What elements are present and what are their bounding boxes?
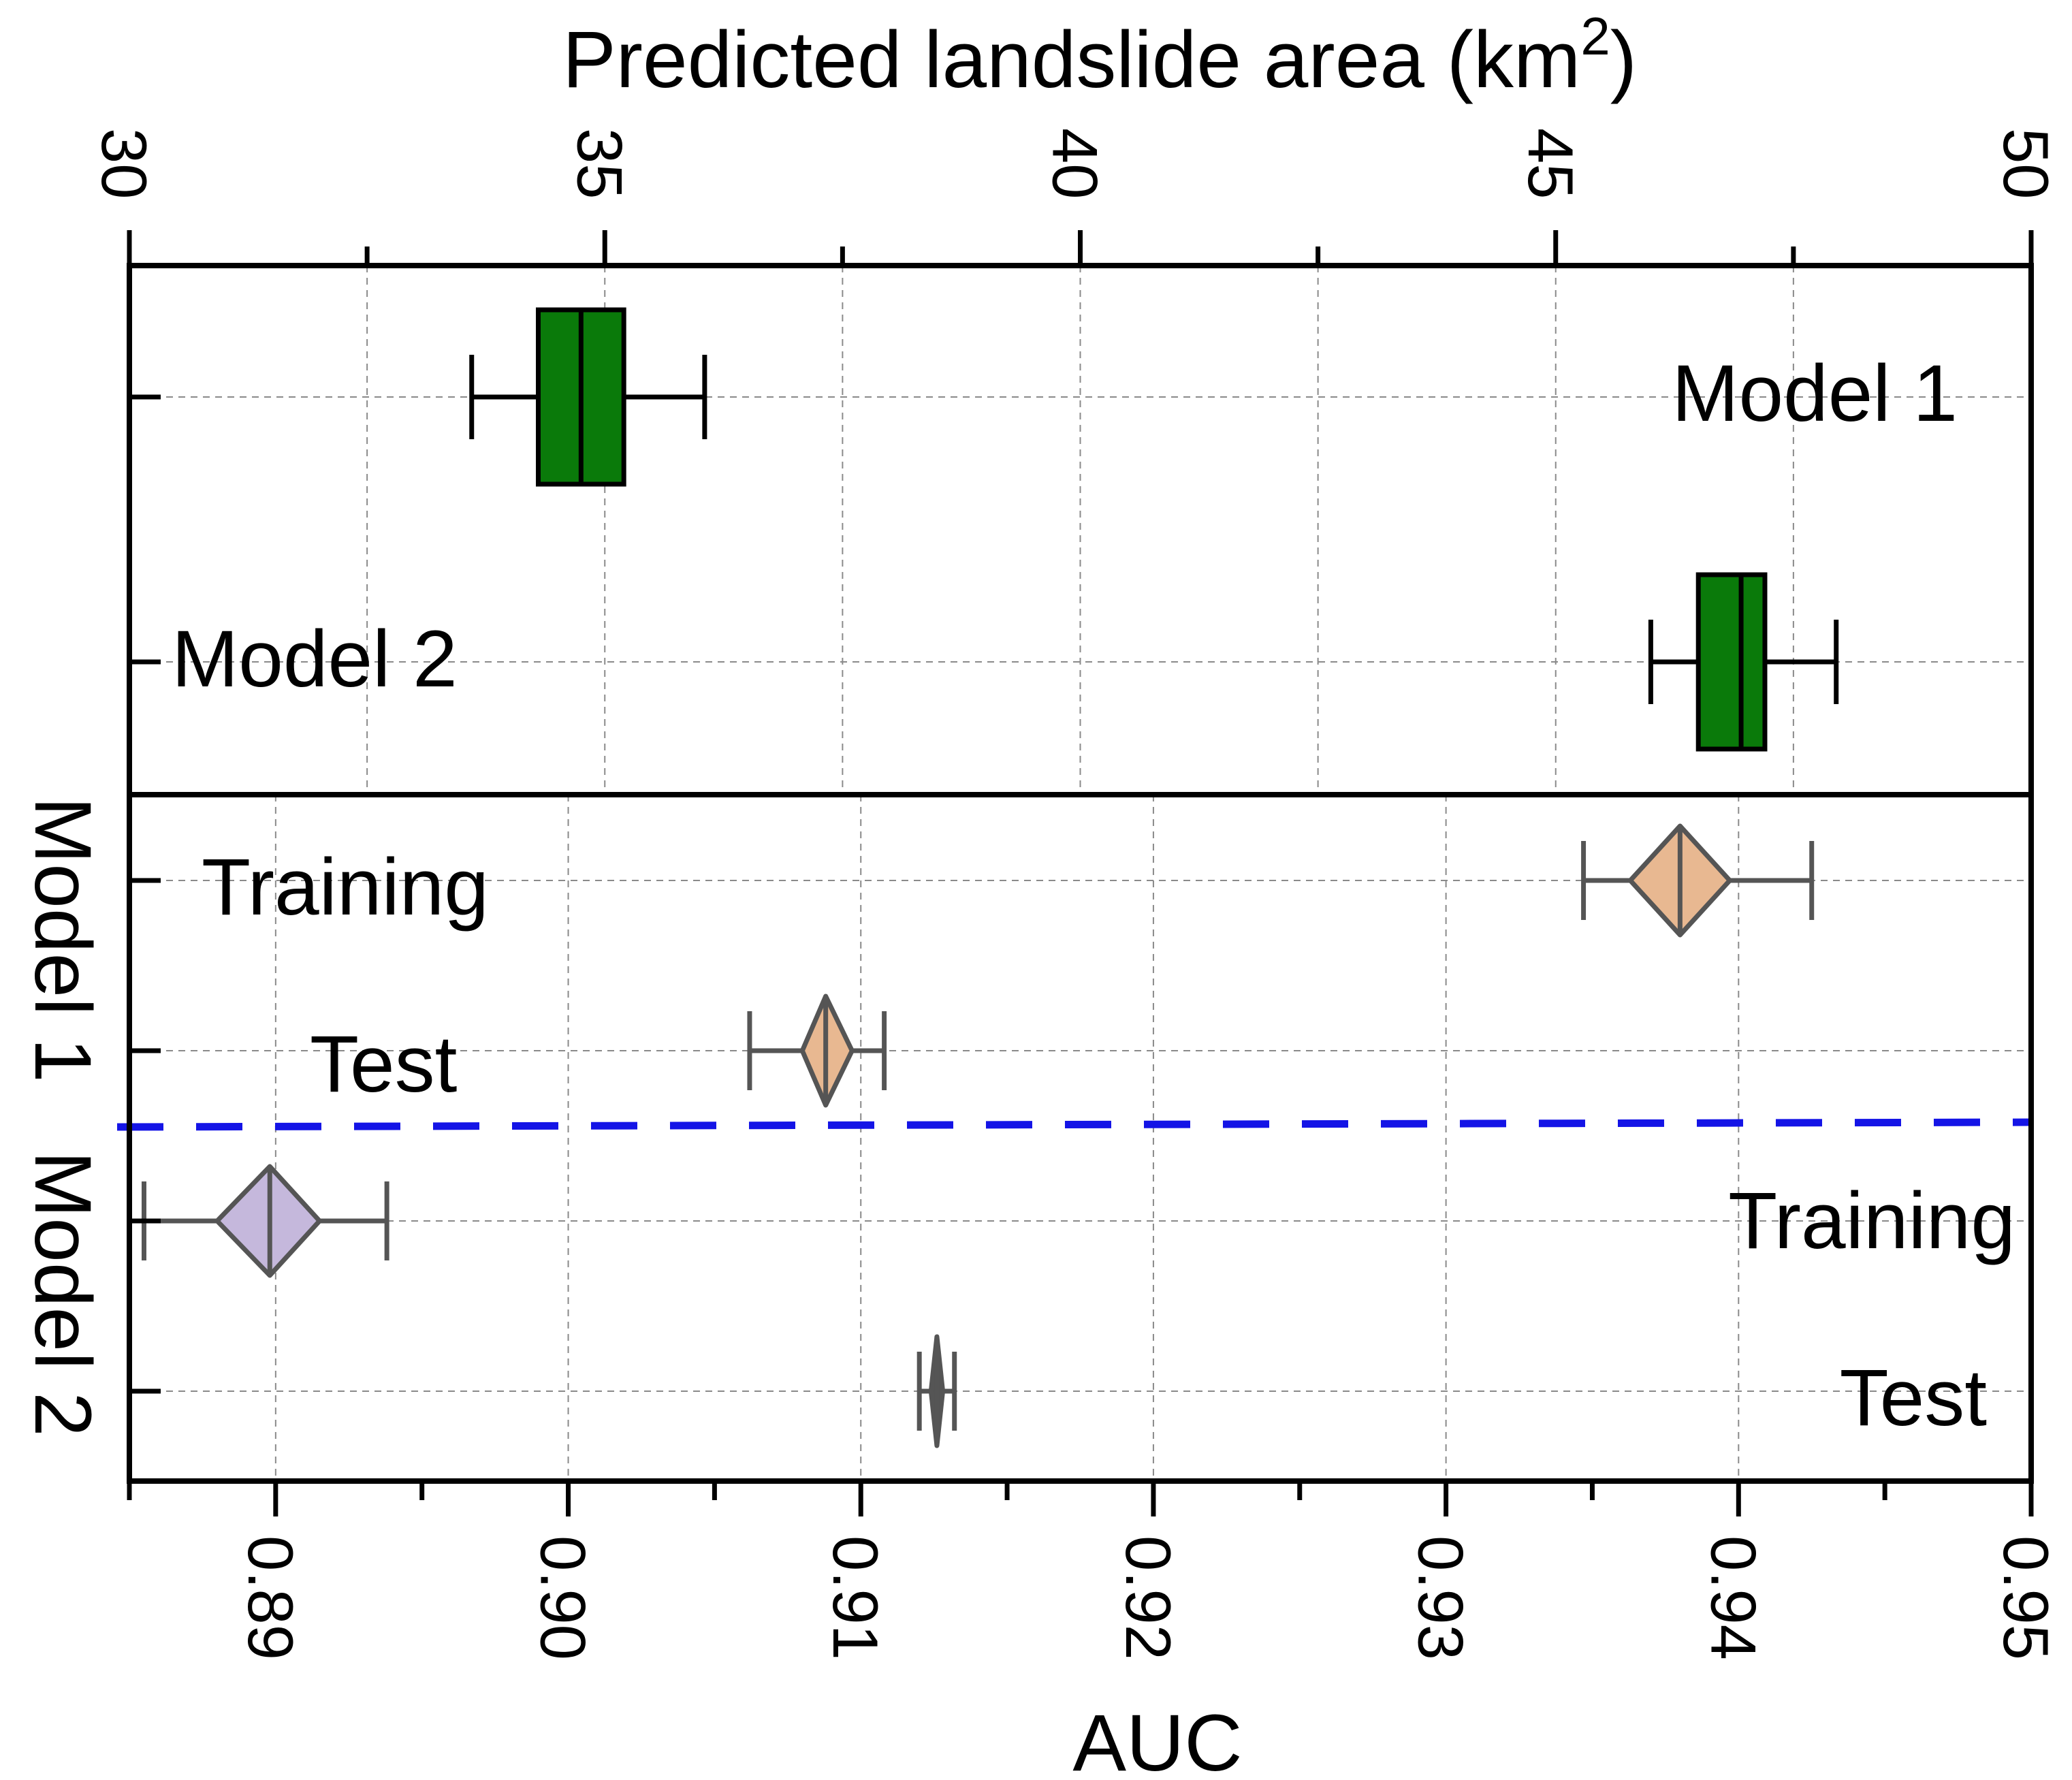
- area-box-2: [1648, 572, 1839, 752]
- top-axis-title-main: Predicted landslide area (km: [562, 15, 1580, 105]
- top-tick-label: 40: [1040, 128, 1111, 200]
- top-axis-ticks: 30 35 40 45 50: [89, 128, 2062, 266]
- iqr-box: [1695, 572, 1768, 752]
- model-separator-line: [116, 1118, 2032, 1131]
- top-axis-title-superscript: 2: [1580, 6, 1610, 66]
- label-model-1-training: Training: [202, 842, 489, 932]
- auc-marker-model-2-test: [917, 1334, 957, 1448]
- bottom-panel: 0.89 0.90 0.91 0.92 0.93 0.94 0.95 AUC Trainin…: [18, 792, 2062, 1780]
- bottom-axis-title: AUC: [1072, 1698, 1242, 1780]
- auc-marker-model-2-training: [141, 1164, 389, 1278]
- y-label-model-1: Model 1: [18, 797, 108, 1083]
- top-boxes: [469, 307, 1839, 752]
- label-model-1-area: Model 1: [1672, 349, 1958, 439]
- label-model-1-test: Test: [310, 1019, 457, 1109]
- top-tick-label: 45: [1515, 128, 1587, 200]
- y-label-model-2: Model 2: [18, 1151, 108, 1437]
- bottom-tick-label: 0.92: [1113, 1536, 1184, 1660]
- bottom-tick-label: 0.90: [528, 1536, 599, 1660]
- top-panel: 30 35 40 45 50 Predicted landslide area (km2…: [89, 6, 2062, 797]
- label-model-2-test: Test: [1840, 1353, 1987, 1443]
- bottom-tick-label: 0.89: [235, 1536, 306, 1660]
- area-box-1: [469, 307, 707, 487]
- auc-marker-model-1-test: [747, 994, 887, 1108]
- bottom-axis-ticks: 0.89 0.90 0.91 0.92 0.93 0.94 0.95: [127, 1481, 2062, 1660]
- top-axis-title: Predicted landslide area (km2): [562, 6, 1637, 105]
- bottom-tick-label: 0.91: [820, 1536, 891, 1660]
- label-model-2-training: Training: [1728, 1176, 2015, 1266]
- bottom-plot-frame: [127, 792, 2034, 1484]
- bottom-tick-label: 0.93: [1405, 1536, 1477, 1660]
- top-tick-label: 35: [564, 128, 635, 200]
- top-y-ticks: [129, 394, 161, 665]
- auc-marker-model-1-training: [1581, 823, 1815, 938]
- bottom-tick-label: 0.94: [1698, 1536, 1769, 1660]
- bottom-marks: [141, 823, 1815, 1448]
- top-tick-label: 50: [1990, 128, 2062, 200]
- label-model-2-area: Model 2: [172, 614, 458, 704]
- bottom-tick-label: 0.95: [1990, 1536, 2062, 1660]
- top-tick-label: 30: [89, 128, 160, 200]
- top-axis-title-tail: ): [1610, 15, 1637, 105]
- bottom-y-ticks: [129, 878, 161, 1394]
